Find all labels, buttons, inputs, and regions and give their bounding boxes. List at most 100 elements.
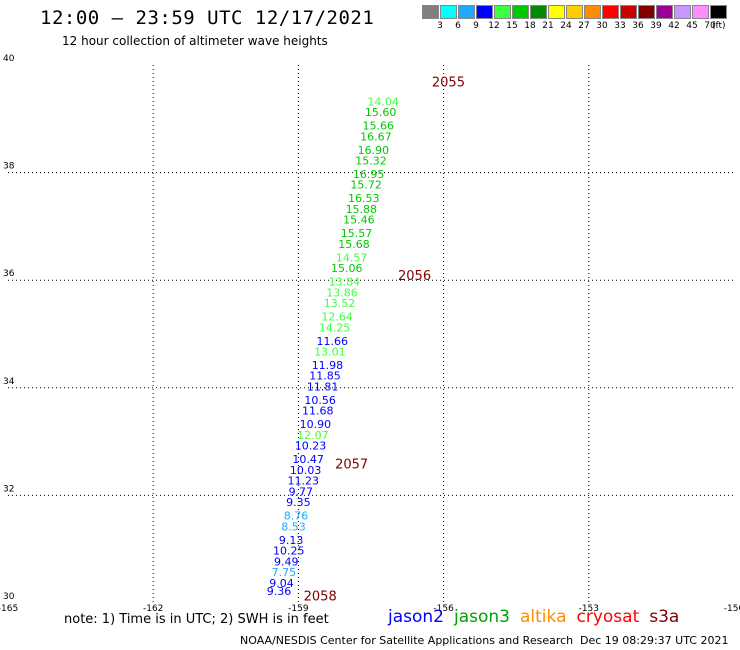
legend-swatch xyxy=(566,5,583,19)
legend-label: 30 xyxy=(596,21,608,31)
wave-height-label: 15.88 xyxy=(346,203,378,216)
wave-height-label: 10.90 xyxy=(300,418,332,431)
wave-height-label: 13.86 xyxy=(326,286,358,299)
wave-height-label: 16.90 xyxy=(358,144,390,157)
generated-timestamp: Dec 19 08:29:37 UTC 2021 xyxy=(580,634,729,647)
legend-swatch xyxy=(494,5,511,19)
pass-time-label: 2058 xyxy=(304,589,337,604)
wave-height-label: 11.66 xyxy=(317,335,349,348)
wave-height-label: 10.03 xyxy=(290,464,322,477)
y-tick-label: 38 xyxy=(3,162,15,172)
legend-swatch xyxy=(656,5,673,19)
legend-label: 36 xyxy=(632,21,644,31)
legend-swatch xyxy=(512,5,529,19)
x-tick-label: -156 xyxy=(433,604,454,614)
wave-height-label: 15.68 xyxy=(338,238,370,251)
pass-time-label: 2057 xyxy=(335,458,368,473)
chart-subtitle: 12 hour collection of altimeter wave hei… xyxy=(62,34,328,48)
legend-swatch xyxy=(710,5,727,19)
legend-swatch xyxy=(458,5,475,19)
wave-height-label: 9.77 xyxy=(289,485,314,498)
wave-height-label: 11.81 xyxy=(307,380,339,393)
x-tick-label: -165 xyxy=(0,604,18,614)
x-tick-label: -162 xyxy=(143,604,163,614)
legend-swatch xyxy=(602,5,619,19)
satellite-name-jason3: jason3 xyxy=(454,607,510,627)
wave-height-label: 10.25 xyxy=(273,545,305,558)
wave-height-label: 15.60 xyxy=(365,106,397,119)
wave-height-label: 8.53 xyxy=(281,520,306,533)
legend-label: 39 xyxy=(650,21,662,31)
legend-label: 9 xyxy=(473,21,479,31)
legend-label: 70 xyxy=(704,21,716,31)
legend-swatch xyxy=(548,5,565,19)
wave-height-label: 9.36 xyxy=(267,585,292,598)
wave-height-label: 7.75 xyxy=(272,566,297,579)
legend-label: 27 xyxy=(578,21,590,31)
satellite-name-altika: altika xyxy=(520,607,567,627)
legend-swatch xyxy=(584,5,601,19)
wave-height-label: 10.56 xyxy=(304,394,336,407)
legend-swatch xyxy=(440,5,457,19)
wave-height-label: 13.52 xyxy=(324,297,356,310)
satellite-name-cryosat: cryosat xyxy=(576,607,640,627)
legend-swatch xyxy=(530,5,547,19)
wave-height-label: 13.01 xyxy=(314,346,346,359)
wave-height-label: 11.68 xyxy=(302,405,334,418)
y-tick-label: 34 xyxy=(3,377,15,387)
wave-height-label: 15.66 xyxy=(363,120,395,133)
wave-height-label: 16.67 xyxy=(360,130,392,143)
y-tick-label: 36 xyxy=(3,269,15,279)
wave-height-label: 12.07 xyxy=(297,429,329,442)
legend-label: 12 xyxy=(488,21,500,31)
wave-height-label: 11.23 xyxy=(287,475,319,488)
legend-swatch xyxy=(422,5,439,19)
legend-label: 3 xyxy=(437,21,443,31)
wave-height-label: 11.85 xyxy=(309,370,341,383)
wave-height-label: 9.35 xyxy=(286,496,311,509)
wave-height-label: 10.23 xyxy=(295,440,327,453)
footnote: note: 1) Time is in UTC; 2) SWH is in fe… xyxy=(64,612,329,627)
color-legend-labels: 3 6 9 12 15 18 21 24 27 30 33 36 39 42 45 70 xyxy=(422,21,719,31)
wave-height-label: 15.06 xyxy=(331,262,363,275)
credit-line: NOAA/NESDIS Center for Satellite Applica… xyxy=(240,634,574,647)
legend-unit: (ft) xyxy=(712,21,726,31)
legend-swatch xyxy=(638,5,655,19)
wave-height-label: 16.53 xyxy=(348,192,380,205)
wave-height-label: 14.57 xyxy=(336,251,368,264)
pass-time-label: 2056 xyxy=(398,269,431,284)
legend-label: 6 xyxy=(455,21,461,31)
x-tick-label: -150 xyxy=(724,604,740,614)
legend-label: 33 xyxy=(614,21,626,31)
wave-height-label: 13.84 xyxy=(329,276,361,289)
wave-height-label: 15.46 xyxy=(343,214,375,227)
satellite-name-jason2: jason2 xyxy=(388,607,444,627)
y-tick-label: 32 xyxy=(3,484,14,494)
satellite-name-s3a: s3a xyxy=(649,607,680,627)
wave-height-label: 8.76 xyxy=(284,510,309,523)
legend-label: 24 xyxy=(560,21,572,31)
wave-height-label: 14.25 xyxy=(319,321,351,334)
wave-height-label: 15.57 xyxy=(341,227,373,240)
wave-height-label: 9.04 xyxy=(269,577,294,590)
y-tick-label: 30 xyxy=(3,592,15,602)
wave-height-label: 11.98 xyxy=(312,359,344,372)
y-tick-label: 40 xyxy=(3,54,15,64)
wave-height-label: 16.95 xyxy=(353,168,385,181)
legend-label: 21 xyxy=(542,21,554,31)
satellite-legend: jason2 jason3 altika cryosat s3a xyxy=(388,607,689,627)
legend-label: 42 xyxy=(668,21,680,31)
wave-height-label: 14.04 xyxy=(367,95,399,108)
color-legend xyxy=(422,5,728,19)
legend-label: 15 xyxy=(506,21,518,31)
wave-height-label: 15.32 xyxy=(355,155,387,168)
wave-height-label: 9.13 xyxy=(279,534,304,547)
legend-swatch xyxy=(674,5,691,19)
legend-swatch xyxy=(476,5,493,19)
pass-time-label: 2055 xyxy=(432,76,465,91)
x-tick-label: -159 xyxy=(288,604,309,614)
x-tick-label: -153 xyxy=(579,604,599,614)
wave-height-label: 12.64 xyxy=(321,311,353,324)
wave-height-label: 9.49 xyxy=(274,555,299,568)
